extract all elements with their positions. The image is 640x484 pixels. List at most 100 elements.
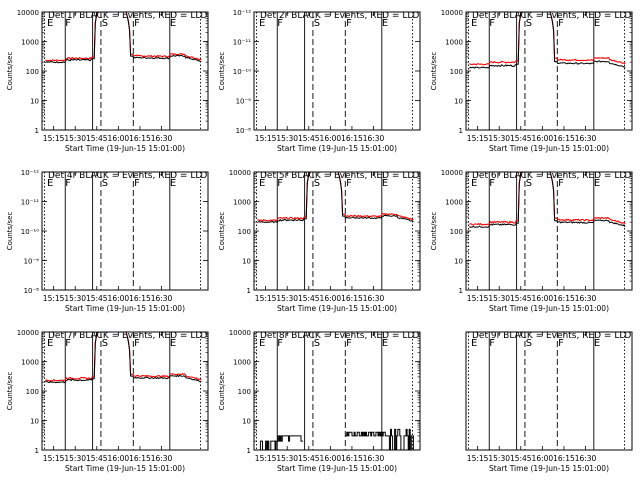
interval-label: E	[594, 338, 600, 349]
y-axis-label: Counts/sec	[218, 372, 226, 411]
series-line-events	[45, 332, 202, 384]
interval-label: F	[489, 18, 495, 29]
plot-frame	[41, 331, 209, 451]
x-tick-label: 15:15	[255, 294, 277, 303]
x-tick-label: 15:30	[64, 294, 86, 303]
y-axis-label: Counts/sec	[6, 372, 14, 411]
y-tick-label: 1	[35, 447, 39, 455]
y-tick-label: 1000	[21, 39, 39, 47]
interval-label: E	[594, 178, 600, 189]
series-line-lld	[45, 12, 202, 62]
y-tick-label: 10⁻¹¹	[21, 199, 39, 207]
y-tick-label: 10000	[229, 329, 251, 337]
x-tick-label: 15:45	[86, 134, 108, 143]
x-tick-label: 16:15	[129, 134, 151, 143]
y-tick-label: 10	[454, 258, 463, 266]
y-tick-label: 100	[26, 68, 39, 76]
x-axis-label: Start Time (19-Jun-15 15:01:00)	[489, 144, 609, 153]
interval-label: S	[102, 18, 108, 29]
chart-panel-5: Det 5r BLACK = Events, RED = LLDCounts/s…	[218, 169, 421, 313]
x-axis-label: Start Time (19-Jun-15 15:01:00)	[65, 304, 185, 313]
y-tick-label: 10⁻¹²	[21, 169, 39, 177]
x-tick-label: 15:15	[255, 134, 277, 143]
y-tick-label: 10000	[441, 169, 463, 177]
y-tick-label: 100	[26, 388, 39, 396]
interval-label: F	[134, 178, 140, 189]
interval-label: E	[47, 178, 53, 189]
chart-panel-9: Det 9r BLACK = Events, RED = LLD Start Ti…	[465, 331, 633, 473]
y-tick-label: 1	[247, 447, 251, 455]
x-tick-label: 15:30	[488, 454, 510, 463]
y-tick-label: 10000	[229, 169, 251, 177]
x-tick-label: 16:00	[108, 134, 130, 143]
x-tick-label: 15:45	[510, 454, 532, 463]
series-line-events	[469, 172, 626, 228]
chart-panel-8: Det 8r BLACK = Events, RED = LLD Counts/s…	[218, 329, 421, 473]
x-tick-label: 16:00	[320, 134, 342, 143]
y-tick-label: 10⁻¹²	[233, 9, 251, 17]
interval-label: E	[471, 18, 477, 29]
x-tick-label: 15:45	[298, 294, 320, 303]
y-tick-label: 10⁻¹¹	[233, 39, 251, 47]
interval-label: F	[558, 338, 564, 349]
series-line-lld	[257, 172, 414, 222]
interval-label: S	[526, 18, 532, 29]
interval-label: E	[47, 338, 53, 349]
interval-label: F	[134, 338, 140, 349]
x-tick-label: 15:30	[64, 454, 86, 463]
chart-panel-2: Det 2r BLACK = Events, RED = LLD Counts/s…	[218, 9, 421, 153]
y-axis-label: Counts/sec	[430, 52, 438, 91]
plot-frame	[465, 171, 633, 291]
x-tick-label: 16:00	[108, 294, 130, 303]
interval-label: F	[558, 178, 564, 189]
interval-label: E	[170, 338, 176, 349]
interval-label: E	[259, 178, 265, 189]
x-tick-label: 16:00	[532, 454, 554, 463]
x-tick-label: 16:30	[151, 294, 173, 303]
y-tick-label: 10	[30, 418, 39, 426]
interval-label: S	[526, 338, 532, 349]
x-tick-label: 16:30	[363, 454, 385, 463]
x-axis-label: Start Time (19-Jun-15 15:01:00)	[65, 144, 185, 153]
chart-title: Det 4r BLACK = Events, RED = LLD	[48, 171, 207, 181]
y-tick-label: 10000	[17, 329, 39, 337]
x-tick-label: 15:15	[43, 294, 65, 303]
y-tick-label: 1000	[445, 39, 463, 47]
interval-label: E	[382, 178, 388, 189]
x-tick-label: 16:15	[553, 134, 575, 143]
series-line-events	[468, 12, 626, 69]
y-tick-label: 1	[459, 287, 463, 295]
interval-label: F	[277, 338, 283, 349]
series-line-events	[257, 172, 414, 224]
plot-frame	[465, 11, 633, 131]
y-axis-label: Counts/sec	[6, 52, 14, 91]
chart-title: Det 8r BLACK = Events, RED = LLD	[260, 331, 419, 341]
y-axis-label: Counts/sec	[218, 212, 226, 251]
y-tick-label: 10⁻¹⁰	[233, 68, 251, 76]
x-tick-label: 15:45	[510, 294, 532, 303]
interval-label: E	[471, 178, 477, 189]
x-tick-label: 15:30	[488, 134, 510, 143]
y-tick-label: 10⁻⁹	[236, 98, 252, 106]
x-tick-label: 16:15	[341, 454, 363, 463]
x-tick-label: 16:15	[129, 294, 151, 303]
x-tick-label: 15:15	[467, 454, 489, 463]
interval-label: F	[277, 178, 283, 189]
series-line-lld	[469, 12, 626, 66]
interval-label: F	[346, 338, 352, 349]
y-tick-label: 100	[450, 68, 463, 76]
interval-label: F	[346, 18, 352, 29]
interval-label: F	[65, 338, 71, 349]
plot-frame	[253, 171, 421, 291]
interval-label: F	[65, 18, 71, 29]
y-axis-label: Counts/sec	[430, 212, 438, 251]
interval-label: E	[170, 178, 176, 189]
plot-frame	[41, 11, 209, 131]
y-tick-label: 100	[450, 228, 463, 236]
x-axis-label: Start Time (19-Jun-15 15:01:00)	[489, 464, 609, 473]
y-tick-label: 10⁻⁹	[24, 258, 40, 266]
x-tick-label: 16:00	[108, 454, 130, 463]
x-tick-label: 15:15	[43, 134, 65, 143]
chart-title: Det 2r BLACK = Events, RED = LLD	[260, 11, 419, 21]
